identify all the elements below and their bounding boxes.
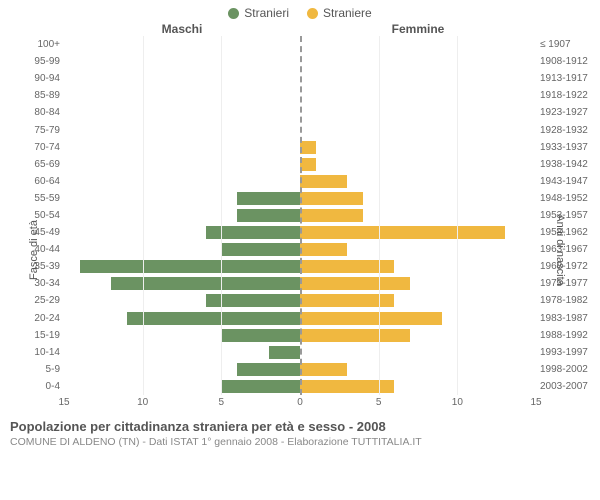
age-label: 15-19 xyxy=(6,327,60,344)
birth-label: 1968-1972 xyxy=(540,258,594,275)
bar-female xyxy=(300,192,363,205)
bar-female xyxy=(300,226,505,239)
header-female: Femmine xyxy=(300,22,536,36)
bar-female xyxy=(300,141,316,154)
bar-male xyxy=(221,329,300,342)
x-tick: 15 xyxy=(58,397,69,408)
birth-label: 1978-1982 xyxy=(540,292,594,309)
birth-label: 1973-1977 xyxy=(540,275,594,292)
birth-label: 1933-1937 xyxy=(540,139,594,156)
x-tick: 10 xyxy=(137,397,148,408)
x-tick: 0 xyxy=(297,397,303,408)
birth-label: 1958-1962 xyxy=(540,224,594,241)
chart-title: Popolazione per cittadinanza straniera p… xyxy=(10,419,590,434)
birth-label: 1953-1957 xyxy=(540,207,594,224)
x-axis: 15 10 5 0 5 10 15 xyxy=(0,397,600,411)
age-label: 75-79 xyxy=(6,121,60,138)
bar-male xyxy=(80,260,300,273)
bar-female xyxy=(300,294,394,307)
age-label: 20-24 xyxy=(6,310,60,327)
x-tick: 5 xyxy=(376,397,382,408)
bar-female xyxy=(300,209,363,222)
x-tick: 15 xyxy=(530,397,541,408)
birth-label: ≤ 1907 xyxy=(540,36,594,53)
bar-male xyxy=(237,192,300,205)
bar-female xyxy=(300,158,316,171)
age-label: 95-99 xyxy=(6,53,60,70)
x-ticks: 15105051015 xyxy=(64,397,536,411)
bar-female xyxy=(300,312,442,325)
age-label: 25-29 xyxy=(6,292,60,309)
birth-label: 1913-1917 xyxy=(540,70,594,87)
age-label: 0-4 xyxy=(6,378,60,395)
x-tick: 10 xyxy=(452,397,463,408)
legend-swatch-female xyxy=(307,8,318,19)
y-axis-left: 100+95-9990-9485-8980-8475-7970-7465-696… xyxy=(6,36,64,395)
column-headers: Maschi Femmine xyxy=(0,22,600,36)
age-label: 85-89 xyxy=(6,87,60,104)
bar-female xyxy=(300,175,347,188)
bar-male xyxy=(221,243,300,256)
x-tick: 5 xyxy=(219,397,225,408)
bar-male xyxy=(237,363,300,376)
age-label: 100+ xyxy=(6,36,60,53)
age-label: 90-94 xyxy=(6,70,60,87)
birth-label: 1943-1947 xyxy=(540,173,594,190)
birth-label: 1963-1967 xyxy=(540,241,594,258)
age-label: 5-9 xyxy=(6,361,60,378)
bar-female xyxy=(300,260,394,273)
bar-male xyxy=(221,380,300,393)
bar-female xyxy=(300,380,394,393)
bar-female xyxy=(300,363,347,376)
footer: Popolazione per cittadinanza straniera p… xyxy=(0,411,600,448)
pyramid-chart: 100+95-9990-9485-8980-8475-7970-7465-696… xyxy=(0,36,600,395)
birth-label: 1923-1927 xyxy=(540,104,594,121)
header-male: Maschi xyxy=(64,22,300,36)
bar-male xyxy=(127,312,300,325)
birth-label: 1988-1992 xyxy=(540,327,594,344)
bar-male xyxy=(206,226,300,239)
legend-item-male: Stranieri xyxy=(228,6,289,20)
birth-label: 1998-2002 xyxy=(540,361,594,378)
legend-swatch-male xyxy=(228,8,239,19)
y-axis-label-left: Fasce di età xyxy=(28,220,40,280)
legend-item-female: Straniere xyxy=(307,6,372,20)
bar-male xyxy=(237,209,300,222)
birth-label: 1908-1912 xyxy=(540,53,594,70)
birth-label: 2003-2007 xyxy=(540,378,594,395)
chart-subtitle: COMUNE DI ALDENO (TN) - Dati ISTAT 1° ge… xyxy=(10,436,590,448)
bar-female xyxy=(300,329,410,342)
age-label: 55-59 xyxy=(6,190,60,207)
legend-label-female: Straniere xyxy=(323,6,372,20)
birth-label: 1938-1942 xyxy=(540,156,594,173)
age-label: 80-84 xyxy=(6,104,60,121)
plot-area xyxy=(64,36,536,395)
bar-male xyxy=(111,277,300,290)
center-divider xyxy=(300,36,302,395)
bar-female xyxy=(300,277,410,290)
age-label: 65-69 xyxy=(6,156,60,173)
birth-label: 1918-1922 xyxy=(540,87,594,104)
birth-label: 1928-1932 xyxy=(540,121,594,138)
bar-female xyxy=(300,243,347,256)
age-label: 60-64 xyxy=(6,173,60,190)
age-label: 10-14 xyxy=(6,344,60,361)
y-axis-label-right: Anni di nascita xyxy=(554,214,566,286)
bar-male xyxy=(206,294,300,307)
birth-label: 1993-1997 xyxy=(540,344,594,361)
birth-label: 1983-1987 xyxy=(540,310,594,327)
legend-label-male: Stranieri xyxy=(244,6,289,20)
legend: Stranieri Straniere xyxy=(0,0,600,22)
bar-male xyxy=(269,346,300,359)
birth-label: 1948-1952 xyxy=(540,190,594,207)
age-label: 70-74 xyxy=(6,139,60,156)
